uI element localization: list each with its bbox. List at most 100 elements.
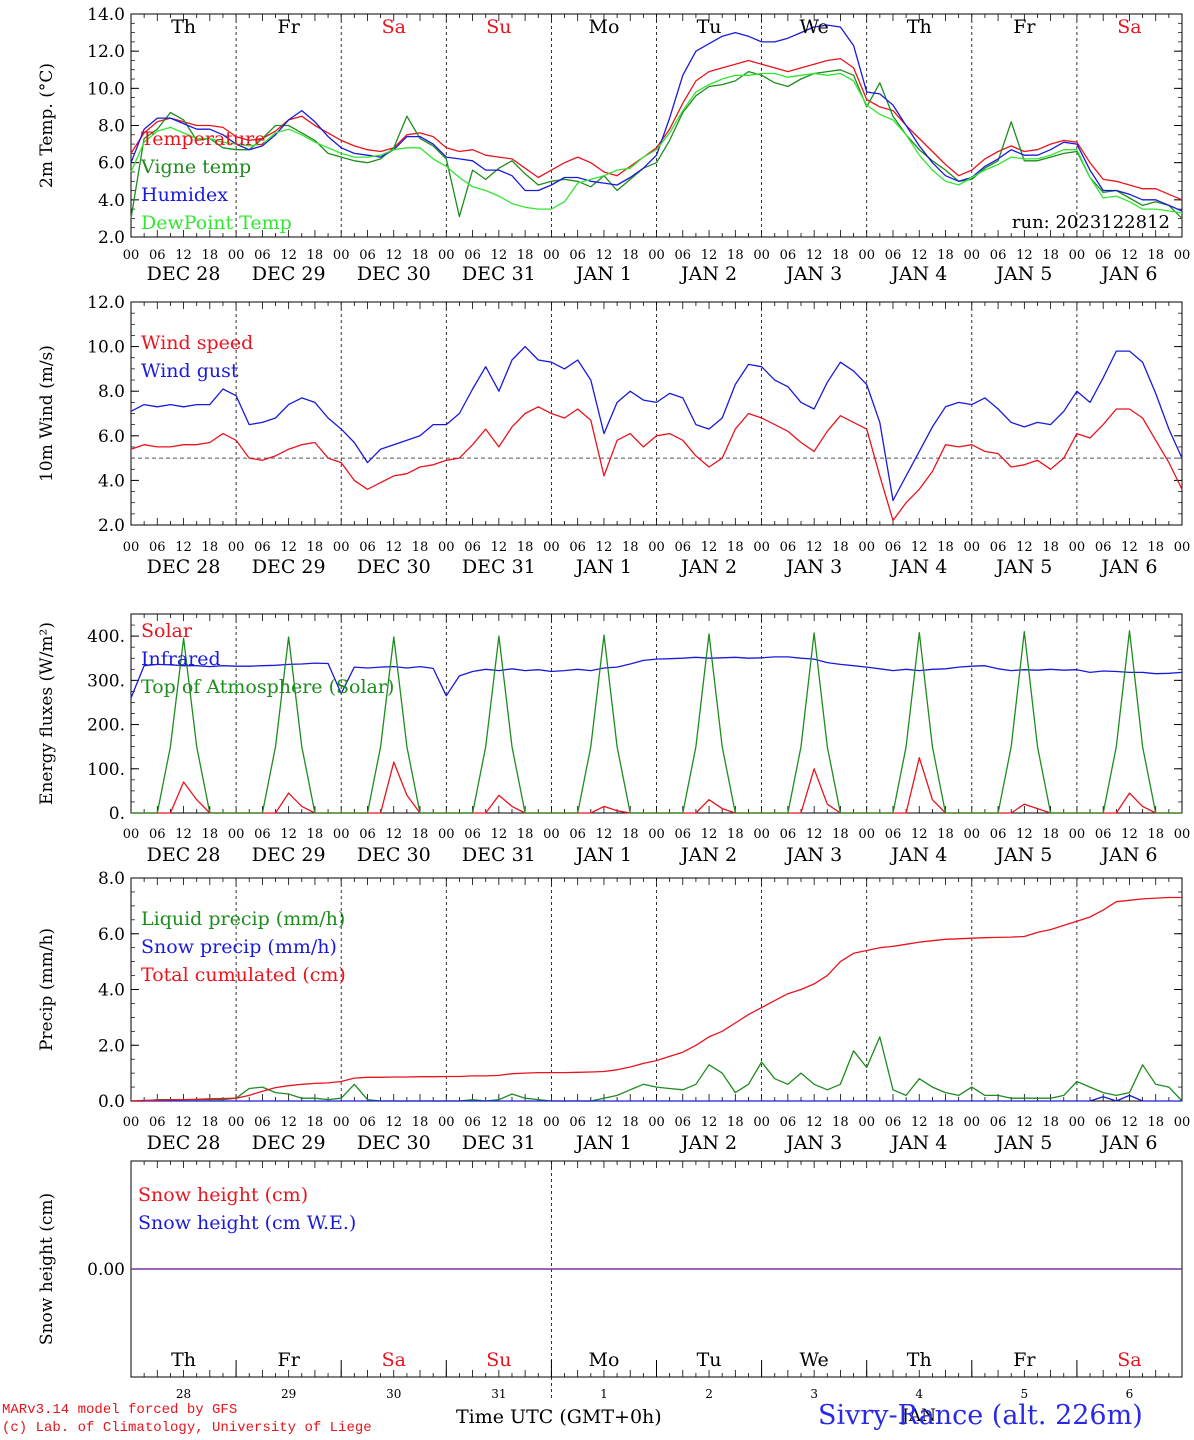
- x-date-label: JAN 5: [994, 1132, 1052, 1154]
- x-hour-label: 12: [280, 248, 297, 263]
- x-hour-label: 00: [964, 827, 981, 842]
- x-date-label: JAN 3: [784, 844, 842, 866]
- x-date-label: JAN 6: [1099, 556, 1157, 578]
- x-hour-label: 12: [491, 540, 508, 555]
- x-hour-label: 06: [149, 248, 166, 263]
- x-hour-label: 12: [175, 827, 192, 842]
- x-hour-label: 06: [990, 1115, 1007, 1130]
- x-hour-label: 00: [543, 540, 560, 555]
- x-date-label: JAN 1: [574, 1132, 632, 1154]
- x-date-label: JAN 6: [1099, 844, 1157, 866]
- x-hour-label: 12: [1121, 1115, 1138, 1130]
- y-tick-label: 400.: [87, 627, 125, 647]
- x-hour-label: 06: [569, 827, 586, 842]
- y-tick-label: 8.0: [98, 117, 125, 137]
- x-date-label: DEC 28: [147, 263, 221, 285]
- x-hour-label: 06: [464, 1115, 481, 1130]
- bottom-day-of-week-label: Fr: [1013, 1349, 1036, 1371]
- legend-entry: Snow height (cm W.E.): [138, 1212, 356, 1234]
- x-hour-label: 00: [333, 827, 350, 842]
- day-of-week-label: Tu: [697, 16, 722, 38]
- x-hour-label: 06: [254, 827, 271, 842]
- x-hour-label: 12: [280, 1115, 297, 1130]
- x-hour-label: 06: [569, 540, 586, 555]
- legend-entry: DewPoint Temp: [141, 212, 292, 234]
- x-hour-label: 06: [464, 540, 481, 555]
- legend-entry: Temperature: [141, 128, 265, 150]
- x-hour-label: 00: [228, 248, 245, 263]
- x-hour-label: 00: [858, 1115, 875, 1130]
- x-hour-label: 06: [990, 540, 1007, 555]
- x-hour-label: 00: [1069, 248, 1086, 263]
- x-hour-label: 06: [675, 248, 692, 263]
- x-hour-label: 18: [202, 1115, 219, 1130]
- x-hour-label: 00: [543, 1115, 560, 1130]
- x-hour-label: 18: [727, 1115, 744, 1130]
- y-tick-label: 0.00: [87, 1260, 125, 1280]
- y-axis-title: Snow height (cm): [37, 1193, 57, 1345]
- x-date-label: DEC 28: [147, 844, 221, 866]
- x-hour-label: 12: [806, 540, 823, 555]
- x-hour-label: 06: [359, 1115, 376, 1130]
- series-line-red: [130, 406, 1183, 522]
- day-of-week-label: Sa: [382, 16, 406, 38]
- panel-3: [130, 613, 1183, 814]
- x-hour-label: 12: [491, 248, 508, 263]
- x-hour-label: 00: [123, 248, 140, 263]
- x-hour-label: 00: [753, 540, 770, 555]
- x-hour-label: 18: [832, 248, 849, 263]
- x-hour-label: 12: [1016, 1115, 1033, 1130]
- x-hour-label: 18: [937, 827, 954, 842]
- x-hour-label: 00: [1069, 540, 1086, 555]
- y-tick-label: 6.0: [98, 154, 125, 174]
- x-hour-label: 18: [727, 827, 744, 842]
- x-hour-label: 18: [202, 540, 219, 555]
- x-date-label: JAN 4: [889, 844, 947, 866]
- x-hour-label: 18: [1147, 540, 1164, 555]
- x-hour-label: 12: [596, 1115, 613, 1130]
- y-tick-label: 2.0: [98, 228, 125, 248]
- panel-2: [130, 301, 1183, 526]
- x-hour-label: 12: [491, 1115, 508, 1130]
- x-axis-title: Time UTC (GMT+0h): [456, 1406, 662, 1428]
- bottom-day-of-week-label: Sa: [1117, 1349, 1141, 1371]
- x-hour-label: 12: [385, 540, 402, 555]
- x-hour-label: 18: [412, 248, 429, 263]
- x-date-label: DEC 28: [147, 1132, 221, 1154]
- x-hour-label: 06: [885, 248, 902, 263]
- x-hour-label: 06: [780, 827, 797, 842]
- x-hour-label: 06: [1095, 248, 1112, 263]
- x-hour-label: 06: [359, 827, 376, 842]
- x-date-label: DEC 29: [252, 263, 326, 285]
- x-hour-label: 06: [1095, 827, 1112, 842]
- x-hour-label: 06: [885, 1115, 902, 1130]
- legend-entry: Total cumulated (cm): [141, 964, 346, 986]
- x-hour-label: 12: [911, 540, 928, 555]
- x-hour-label: 00: [1069, 827, 1086, 842]
- x-date-label: JAN 4: [889, 1132, 947, 1154]
- plot-frame: [130, 301, 1183, 526]
- x-hour-label: 12: [596, 540, 613, 555]
- x-hour-label: 06: [990, 827, 1007, 842]
- day-of-week-label: Th: [171, 16, 196, 38]
- x-hour-label: 12: [385, 248, 402, 263]
- x-hour-label: 18: [1147, 1115, 1164, 1130]
- x-hour-label: 18: [937, 1115, 954, 1130]
- x-hour-label: 12: [385, 1115, 402, 1130]
- x-hour-label: 12: [175, 1115, 192, 1130]
- x-hour-label: 18: [832, 1115, 849, 1130]
- legend-entry: Humidex: [141, 184, 228, 206]
- run-annotation: run: 2023122812: [1012, 212, 1170, 233]
- x-hour-label: 06: [885, 827, 902, 842]
- x-hour-label: 06: [359, 540, 376, 555]
- x-hour-label: 00: [858, 248, 875, 263]
- x-hour-label: 18: [412, 540, 429, 555]
- x-date-label: JAN 1: [574, 263, 632, 285]
- x-hour-label: 18: [307, 540, 324, 555]
- x-hour-label: 18: [1042, 1115, 1059, 1130]
- x-hour-label: 00: [123, 1115, 140, 1130]
- x-hour-label: 12: [911, 248, 928, 263]
- footer-model-line2: (c) Lab. of Climatology, University of L…: [2, 1420, 372, 1436]
- x-hour-label: 18: [1147, 248, 1164, 263]
- day-of-week-label: Fr: [1013, 16, 1036, 38]
